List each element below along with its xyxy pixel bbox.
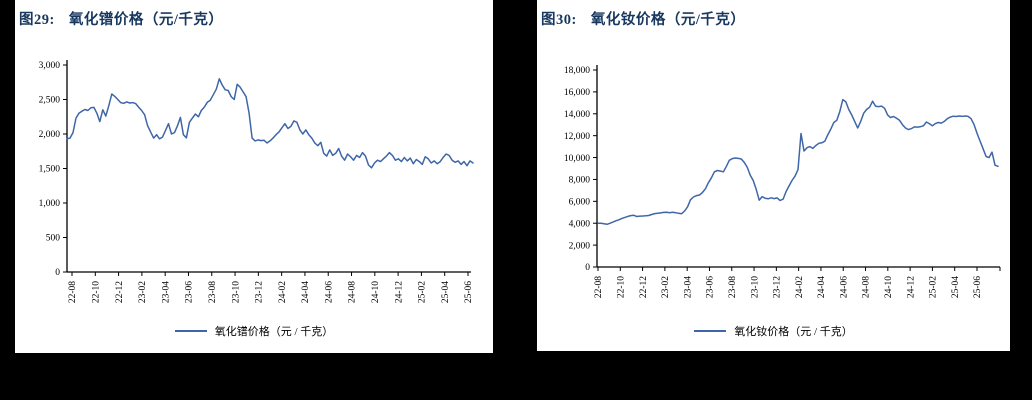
y-tick-label: 3,000 — [39, 61, 61, 71]
x-tick-label: 24-08 — [862, 276, 872, 298]
x-tick-label: 22-12 — [115, 281, 125, 303]
x-tick-label: 22-08 — [68, 281, 78, 303]
x-tick-label: 25-04 — [441, 281, 451, 303]
y-tick-label: 6,000 — [569, 198, 591, 208]
figure-title-pr-oxide: 图29: 氧化镨价格（元/千克） — [15, 0, 493, 55]
price-line — [597, 98, 999, 226]
x-tick-label: 22-08 — [594, 276, 604, 298]
y-tick-label: 2,000 — [39, 130, 61, 140]
legend-nd-oxide: 氧化钕价格（元 / 千克） — [537, 323, 1010, 339]
y-tick-label: 0 — [55, 268, 60, 278]
y-tick-label: 12,000 — [564, 132, 590, 142]
x-tick-label: 23-08 — [208, 281, 218, 303]
legend-pr-oxide: 氧化镨价格（元 / 千克） — [15, 323, 493, 339]
y-tick-label: 8,000 — [569, 176, 591, 186]
x-tick-label: 23-10 — [750, 276, 760, 298]
x-tick-label: 24-04 — [817, 276, 827, 298]
legend-label: 氧化镨价格（元 / 千克） — [214, 326, 334, 338]
y-tick-label: 10,000 — [564, 154, 590, 164]
x-tick-label: 24-10 — [884, 276, 894, 298]
x-tick-label: 24-12 — [394, 281, 404, 303]
x-tick-label: 23-06 — [185, 281, 195, 303]
x-tick-label: 25-06 — [973, 276, 983, 298]
x-tick-label: 24-02 — [795, 276, 805, 298]
x-tick-label: 23-12 — [255, 281, 265, 303]
figure-title-text: 氧化钕价格（元/千克） — [590, 12, 746, 28]
y-tick-label: 2,000 — [569, 241, 591, 251]
y-tick-label: 1,000 — [39, 199, 61, 209]
price-line — [66, 78, 474, 169]
x-tick-label: 23-02 — [661, 276, 671, 298]
legend-line-swatch — [694, 330, 727, 332]
x-tick-label: 25-04 — [951, 276, 961, 298]
y-tick-label: 1,500 — [39, 165, 61, 175]
x-tick-label: 22-10 — [91, 281, 101, 303]
figure-number: 图30: — [541, 12, 577, 28]
y-tick-label: 14,000 — [564, 110, 590, 120]
x-tick-label: 25-06 — [464, 281, 474, 303]
x-tick-label: 25-02 — [929, 276, 939, 298]
x-tick-label: 23-12 — [773, 276, 783, 298]
y-tick-label: 500 — [46, 234, 61, 244]
x-tick-label: 23-06 — [706, 276, 716, 298]
legend-line-swatch — [174, 330, 207, 332]
x-tick-label: 24-10 — [371, 281, 381, 303]
x-tick-label: 24-12 — [906, 276, 916, 298]
y-tick-label: 18,000 — [564, 66, 590, 76]
x-tick-label: 24-08 — [348, 281, 358, 303]
x-tick-label: 25-02 — [418, 281, 428, 303]
figure-pr-oxide-panel: 图29: 氧化镨价格（元/千克） 0 500 1,000 1,500 2,000 2,500… — [15, 0, 493, 353]
legend-label: 氧化钕价格（元 / 千克） — [734, 326, 853, 338]
x-tick-label: 22-10 — [616, 276, 626, 298]
x-tick-label: 22-12 — [639, 276, 649, 298]
figure-number: 图29: — [19, 12, 55, 28]
x-tick-label: 23-04 — [161, 281, 171, 303]
figure-title-text: 氧化镨价格（元/千克） — [68, 12, 224, 28]
figure-nd-oxide-panel: 图30: 氧化钕价格（元/千克） 0 2,000 4,000 6,000 8,000 10,… — [537, 0, 1010, 351]
x-tick-label: 23-08 — [728, 276, 738, 298]
nd-oxide-price-chart: 0 2,000 4,000 6,000 8,000 10,000 12,000 14,000 1… — [564, 65, 1001, 298]
x-tick-label: 24-02 — [278, 281, 288, 303]
x-tick-label: 24-04 — [301, 281, 311, 303]
x-tick-label: 23-04 — [683, 276, 693, 298]
y-tick-label: 4,000 — [569, 219, 591, 229]
x-tick-label: 24-06 — [324, 281, 334, 303]
x-tick-label: 23-10 — [231, 281, 241, 303]
y-tick-label: 16,000 — [564, 88, 590, 98]
x-tick-label: 24-06 — [839, 276, 849, 298]
x-tick-label: 23-02 — [138, 281, 148, 303]
y-tick-label: 0 — [585, 263, 590, 273]
figure-title-nd-oxide: 图30: 氧化钕价格（元/千克） — [537, 0, 1010, 55]
pr-oxide-price-chart: 0 500 1,000 1,500 2,000 2,500 3,000 22-08 22-10 2… — [39, 60, 474, 303]
y-tick-label: 2,500 — [39, 96, 61, 106]
